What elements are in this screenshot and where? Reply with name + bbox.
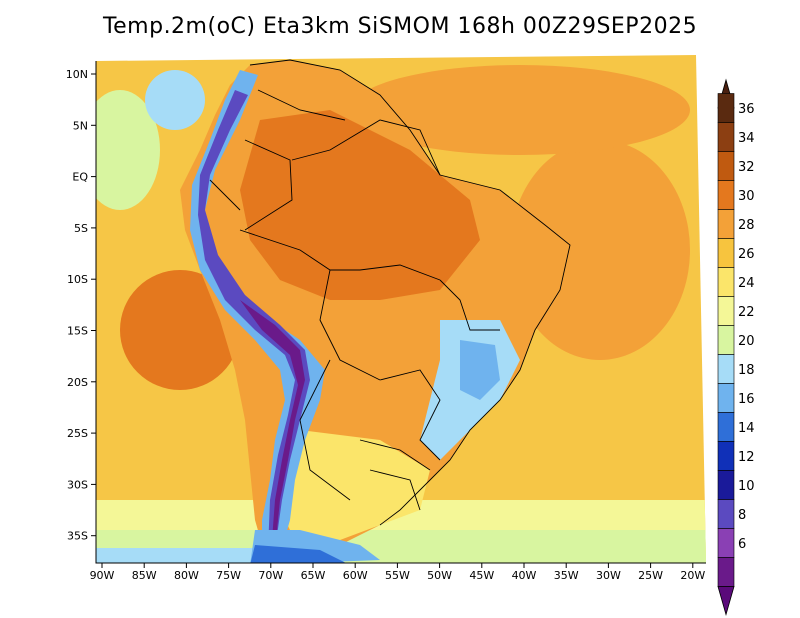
map-field (96, 55, 706, 563)
lon-label: 55W (385, 569, 410, 582)
colorbar-swatch (717, 122, 735, 152)
lon-label: 50W (427, 569, 452, 582)
colorbar-label: 20 (738, 334, 755, 349)
colorbar-label: 28 (738, 218, 755, 233)
colorbar-swatch (717, 499, 735, 529)
lon-label: 90W (90, 569, 115, 582)
colorbar-label: 6 (738, 537, 746, 552)
colorbar-label: 10 (738, 479, 755, 494)
colorbar-label: 36 (738, 102, 755, 117)
longitude-axis: 90W 85W 80W 75W 70W 65W 60W 55W 50W 45W 40W 35W 30W 2… (90, 563, 705, 582)
colorbar-swatch (717, 354, 735, 384)
latitude-axis: 10N 5N EQ 5S 10S 15S 20S 25S 30S 35S (66, 68, 96, 543)
colorbar-swatch (717, 470, 735, 500)
lon-label: 60W (343, 569, 368, 582)
colorbar-label: 12 (738, 450, 755, 465)
southeast-cold-core (460, 340, 500, 400)
lon-label: 45W (469, 569, 494, 582)
pacific-warm-zone (120, 270, 240, 390)
lon-label: 70W (258, 569, 283, 582)
colorbar-label: 18 (738, 363, 755, 378)
pacific-cool-zone (96, 90, 160, 210)
lon-label: 25W (638, 569, 663, 582)
colorbar-label: 22 (738, 305, 755, 320)
colorbar-label: 24 (738, 276, 755, 291)
lat-label: 20S (67, 376, 88, 389)
colorbar-swatch (717, 267, 735, 297)
southern-cone-zone (285, 430, 430, 550)
colorbar-swatch (717, 296, 735, 326)
atlantic-warm-zone (510, 140, 690, 360)
lat-label: 15S (67, 325, 88, 338)
colorbar-swatch (717, 528, 735, 558)
north-atlantic-warm-zone (350, 65, 690, 155)
colorbar-label: 30 (738, 189, 755, 204)
colorbar-swatch (717, 412, 735, 442)
lat-label: 10N (66, 68, 88, 81)
colorbar-swatch (717, 383, 735, 413)
lon-label: 20W (680, 569, 705, 582)
colorbar-swatch (717, 209, 735, 239)
andes-cold-band (198, 90, 310, 550)
lon-label: 35W (554, 569, 579, 582)
lon-label: 40W (512, 569, 537, 582)
lon-label: 80W (174, 569, 199, 582)
lon-label: 30W (596, 569, 621, 582)
colorbar-swatch (717, 441, 735, 471)
lat-label: EQ (72, 171, 88, 184)
andes-coldest-band (240, 300, 305, 540)
colorbar-label: 16 (738, 392, 755, 407)
lat-label: 35S (67, 530, 88, 543)
pacific-coast-cool (145, 70, 205, 130)
colorbar-swatch (717, 151, 735, 181)
lon-label: 65W (301, 569, 326, 582)
southern-cold-band (96, 548, 296, 563)
map-title: Temp.2m(oC) Eta3km SiSMOM 168h 00Z29SEP2… (102, 14, 698, 39)
colorbar-bottom-arrow (717, 586, 735, 616)
colorbar-label: 26 (738, 247, 755, 262)
lat-label: 5S (74, 222, 88, 235)
patagonia-cold-zone (250, 545, 350, 563)
lat-label: 10S (67, 273, 88, 286)
lat-label: 25S (67, 427, 88, 440)
colorbar-swatch (717, 93, 735, 123)
colorbar-label: 34 (738, 131, 755, 146)
colorbar-swatch (717, 238, 735, 268)
colorbar-label: 8 (738, 508, 746, 523)
colorbar-swatch (717, 325, 735, 355)
lat-label: 30S (67, 478, 88, 491)
country-borders (209, 59, 571, 526)
colorbar: 36 34 32 30 28 26 24 22 20 18 16 14 12 10 8 6 (717, 78, 755, 616)
colorbar-label: 32 (738, 160, 755, 175)
lat-label: 5N (73, 119, 88, 132)
colorbar-label: 14 (738, 421, 755, 436)
lon-label: 85W (132, 569, 157, 582)
colorbar-swatch (717, 180, 735, 210)
colorbar-swatch (717, 557, 735, 587)
lon-label: 75W (216, 569, 241, 582)
